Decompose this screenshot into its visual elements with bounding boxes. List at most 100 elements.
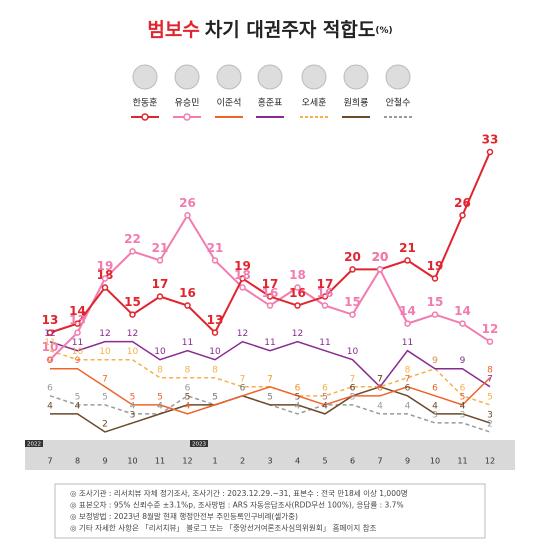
legend-label: 한동훈 [133,97,158,109]
series-line [50,367,491,415]
legend-photo [174,64,200,90]
point [129,311,136,318]
data-label: 3 [487,410,493,420]
point [211,329,219,336]
point [486,148,494,156]
data-label: 9 [432,356,438,366]
point [321,302,329,309]
point [404,257,411,264]
legend-photo [257,64,283,90]
data-label: 18 [289,268,306,282]
data-label: 5 [212,392,218,402]
data-label: 2 [102,419,108,429]
series-line [50,386,491,433]
data-label: 21 [207,241,224,255]
data-label: 19 [234,259,251,273]
data-label: 6 [432,383,438,393]
x-tick-label: 1 [212,457,217,466]
data-label: 4 [75,401,81,411]
series-line [49,340,491,388]
point [184,302,191,309]
point [266,302,274,309]
data-label: 15 [427,295,444,309]
data-label: 7 [487,374,493,384]
data-label: 16 [262,286,279,300]
data-label: 12 [482,322,499,336]
data-label: 14 [399,304,416,318]
point [74,320,81,327]
year-label: 2023 [192,442,206,448]
point [184,212,191,219]
x-tick-label: 12 [182,457,192,466]
data-label: 9 [460,356,466,366]
data-label: 6 [460,383,466,393]
data-label: 9 [47,356,53,366]
data-label: 19 [427,259,444,273]
data-label: 7 [405,374,411,384]
data-label: 11 [402,338,413,348]
x-tick-label: 5 [322,457,327,466]
data-label: 17 [262,277,279,291]
point [376,266,384,273]
data-label: 17 [317,277,334,291]
data-label: 18 [234,268,251,282]
data-label: 8 [185,365,191,375]
data-label: 12 [127,329,138,339]
legend-photo [385,64,411,90]
data-label: 6 [240,383,246,393]
data-label: 6 [350,383,356,393]
x-tick-label: 10 [127,457,137,466]
data-label: 22 [124,232,141,246]
point [349,266,356,273]
data-label: 4 [295,401,301,411]
data-label: 10 [42,340,59,354]
x-tick-label: 10 [430,457,440,466]
data-label: 7 [267,374,273,384]
data-label: 15 [344,295,361,309]
x-band [25,440,515,470]
data-label: 14 [69,304,86,318]
legend-photo [301,64,327,90]
series-line [49,349,491,406]
data-label: 6 [405,383,411,393]
legend-marker [141,113,149,121]
data-label: 3 [432,410,438,420]
title-unit: (%) [375,26,392,36]
data-label: 4 [47,401,53,411]
data-label: 5 [75,392,81,402]
point [349,311,356,318]
chart-title: 범보수 차기 대권주자 적합도(%) [147,19,392,41]
data-label: 12 [237,329,248,339]
data-label: 4 [460,401,466,411]
data-label: 20 [344,250,361,264]
x-tick-label: 11 [457,457,467,466]
data-label: 3 [460,410,466,420]
point [46,329,54,336]
x-tick-label: 8 [75,457,80,466]
data-label: 8 [487,365,493,375]
note: ◎ 기타 자세한 사항은 「리서치뷰」 블로그 또는 「중앙선거여론조사심의위원… [70,523,376,533]
data-label: 4 [322,401,328,411]
point [211,257,219,264]
data-label: 5 [487,392,493,402]
data-label: 4 [432,401,438,411]
data-label: 6 [295,383,301,393]
x-tick-label: 2 [240,457,245,466]
data-label: 5 [350,392,356,402]
data-label: 11 [182,338,193,348]
data-label: 20 [372,250,389,264]
data-label: 17 [152,277,169,291]
legend-label: 안철수 [386,98,411,109]
data-label: 18 [97,268,114,282]
point [74,329,81,336]
point [459,212,466,219]
data-label: 7 [267,374,273,384]
data-label: 12 [292,329,303,339]
data-label: 5 [267,392,273,402]
data-label: 13 [42,313,59,327]
data-label: 9 [432,356,438,366]
legend-photo [343,64,369,90]
year-label: 2022 [27,442,41,448]
x-tick-label: 3 [267,457,272,466]
data-label: 7 [377,374,383,384]
